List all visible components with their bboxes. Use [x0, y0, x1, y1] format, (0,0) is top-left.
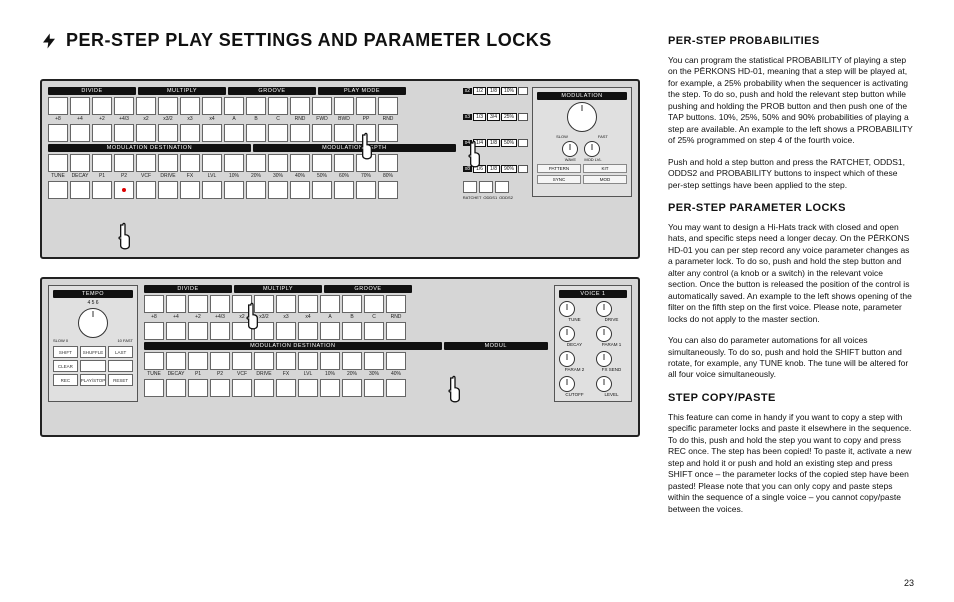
para-lock-2: You can also do parameter automations fo…	[668, 335, 914, 381]
para-copy: This feature can come in handy if you wa…	[668, 412, 914, 515]
label-mod-dest: MODULATION DESTINATION	[48, 144, 251, 152]
label-multiply: MULTIPLY	[138, 87, 226, 95]
heading-probabilities: PER-STEP PROBABILITIES	[668, 34, 914, 49]
tempo-knob[interactable]	[78, 308, 108, 338]
voice-panel: VOICE 1 TUNE DRIVE DECAY PARAM 1 PARAM 2…	[554, 285, 632, 402]
page-number: 23	[904, 578, 914, 588]
modulation-block: MODULATION SLOWFAST WAVE MOD LVL PATTERN…	[532, 87, 632, 197]
para-prob-2: Push and hold a step button and press th…	[668, 157, 914, 191]
para-lock-1: You may want to design a Hi-Hats track w…	[668, 222, 914, 325]
finger-icon	[112, 221, 138, 255]
label-divide: DIVIDE	[48, 87, 136, 95]
page-title: PER-STEP PLAY SETTINGS AND PARAMETER LOC…	[40, 30, 640, 51]
heading-copy-paste: STEP COPY/PASTE	[668, 391, 914, 406]
label-playmode: PLAY MODE	[318, 87, 406, 95]
label-groove: GROOVE	[228, 87, 316, 95]
modulation-knob[interactable]	[567, 102, 597, 132]
heading-param-locks: PER-STEP PARAMETER LOCKS	[668, 201, 914, 216]
lightning-icon	[40, 32, 58, 50]
para-prob-1: You can program the statistical PROBABIL…	[668, 55, 914, 147]
text-column: PER-STEP PROBABILITIES You can program t…	[668, 30, 914, 525]
sequencer-panel-bottom: TEMPO 4 5 6 SLOW 010 FAST SHIFTSHUFFLELA…	[40, 277, 640, 437]
step-button[interactable]	[48, 97, 68, 115]
label-mod-depth: MODULATION DEPTH	[253, 144, 456, 152]
tempo-block: TEMPO 4 5 6 SLOW 010 FAST SHIFTSHUFFLELA…	[48, 285, 138, 402]
sequencer-panel-top: DIVIDE MULTIPLY GROOVE PLAY MODE +8+4+2+…	[40, 79, 640, 259]
probability-badges: x21/21/810% x31/33/425% x41/41/850% x81/…	[463, 87, 528, 200]
